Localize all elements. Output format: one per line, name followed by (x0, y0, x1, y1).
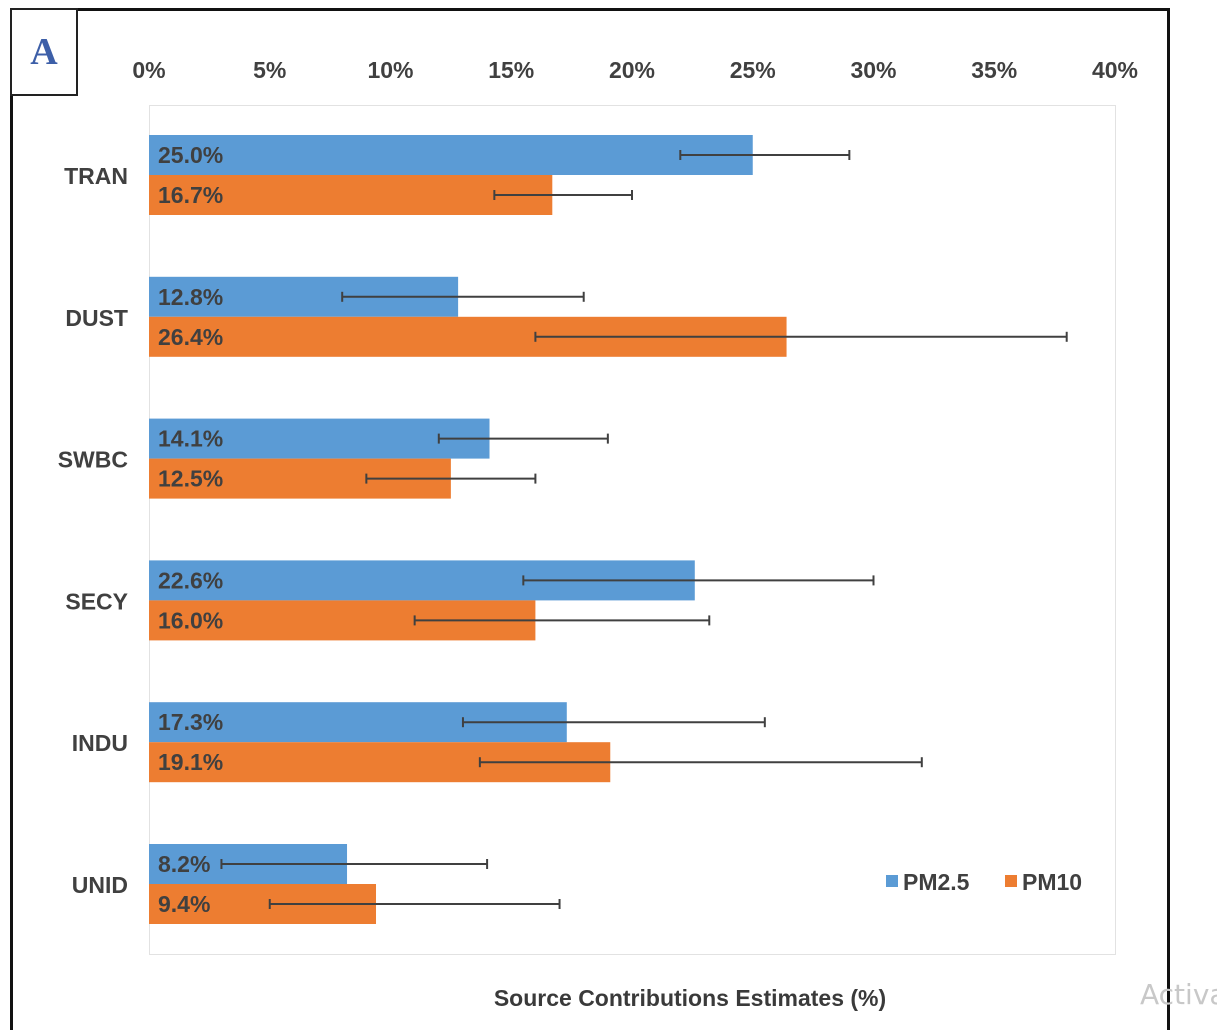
data-label-pm25-tran: 25.0% (158, 142, 223, 168)
data-label-pm25-swbc: 14.1% (158, 426, 223, 452)
data-label-pm10-dust: 26.4% (158, 324, 223, 350)
plot-area (149, 105, 1116, 955)
error-bar-pm10-unid (268, 899, 561, 909)
error-bars (220, 150, 1068, 909)
legend-label: PM2.5 (903, 869, 970, 895)
error-bar-pm25-dust (341, 291, 585, 302)
category-label-indu: INDU (72, 730, 128, 756)
category-label-dust: DUST (65, 305, 128, 331)
x-tick-labels: 0% 5% 10% 15% 20% 25% 30% 35% 40% (132, 57, 1138, 83)
error-bar-pm10-indu (478, 757, 923, 768)
data-label-pm25-secy: 22.6% (158, 567, 223, 593)
error-bar-pm25-unid (220, 859, 489, 869)
category-label-unid: UNID (72, 872, 128, 898)
x-tick-label: 5% (253, 57, 286, 83)
legend-swatch (1005, 875, 1017, 887)
bar-pm10-tran (149, 175, 553, 215)
data-labels: 25.0% 16.7% 12.8% 26.4% 14.1% 12.5% 22.6% 16.0%… (158, 142, 223, 917)
error-bar-pm10-dust (534, 331, 1068, 342)
x-tick-label: 30% (850, 57, 896, 83)
data-label-pm10-secy: 16.0% (158, 607, 223, 633)
data-label-pm10-unid: 9.4% (158, 891, 210, 917)
error-bar-pm25-secy (522, 575, 875, 586)
legend-item-pm10: PM10 (1005, 869, 1082, 895)
panel-label-box: A (10, 8, 78, 96)
error-bar-pm10-swbc (365, 473, 537, 484)
bars (149, 135, 787, 924)
x-tick-label: 10% (367, 57, 413, 83)
x-axis-title: Source Contributions Estimates (%) (493, 985, 887, 1011)
data-label-pm10-tran: 16.7% (158, 182, 223, 208)
x-tick-label: 40% (1092, 57, 1138, 83)
error-bar-pm25-indu (461, 717, 766, 728)
data-label-pm25-dust: 12.8% (158, 284, 223, 310)
data-label-pm10-indu: 19.1% (158, 749, 223, 775)
data-label-pm25-unid: 8.2% (158, 851, 210, 877)
category-labels: TRAN DUST SWBC SECY INDU UNID (58, 163, 128, 898)
x-tick-label: 35% (971, 57, 1017, 83)
legend-item-pm25: PM2.5 (886, 869, 970, 895)
bar-pm25-tran (149, 135, 753, 175)
x-tick-label: 20% (609, 57, 655, 83)
error-bar-pm25-tran (679, 150, 851, 160)
x-tick-label: 15% (488, 57, 534, 83)
error-bar-pm10-secy (413, 615, 711, 626)
error-bar-pm10-tran (493, 190, 633, 200)
category-label-tran: TRAN (64, 163, 128, 189)
error-bar-pm25-swbc (437, 433, 609, 444)
panel-label: A (30, 31, 58, 73)
data-label-pm25-indu: 17.3% (158, 709, 223, 735)
figure-frame (10, 8, 1170, 1030)
category-label-secy: SECY (65, 588, 128, 614)
legend-label: PM10 (1022, 869, 1082, 895)
data-label-pm10-swbc: 12.5% (158, 466, 223, 492)
legend: PM2.5 PM10 (886, 869, 1082, 895)
watermark-text: Activa (1140, 978, 1217, 1011)
x-tick-label: 0% (132, 57, 165, 83)
x-tick-label: 25% (730, 57, 776, 83)
category-label-swbc: SWBC (58, 447, 128, 473)
bar-pm25-swbc (149, 418, 490, 459)
legend-swatch (886, 875, 898, 887)
